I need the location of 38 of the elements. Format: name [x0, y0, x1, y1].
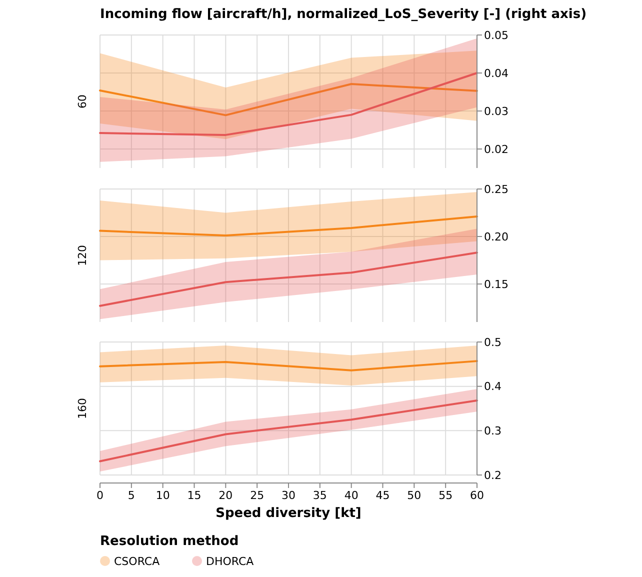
x-tick-label: 25: [250, 489, 264, 502]
x-tick-label: 30: [282, 489, 296, 502]
x-tick-label: 15: [187, 489, 202, 502]
legend-label: CSORCA: [114, 554, 160, 568]
y-tick-label: 0.03: [484, 104, 508, 118]
legend-title: Resolution method: [100, 534, 239, 549]
y-tick-label: 0.3: [484, 424, 502, 438]
y-tick-label: 0.20: [484, 230, 508, 244]
x-tick-label: 45: [376, 489, 390, 502]
line-series: [99, 72, 478, 136]
x-tick-label: 50: [407, 489, 422, 502]
x-tick-label: 5: [128, 489, 135, 502]
y-tick-label: 0.04: [484, 66, 508, 80]
line-series: [99, 83, 478, 116]
line-series: [99, 400, 478, 462]
y-axis-title: 60: [76, 94, 89, 108]
line-series: [99, 360, 478, 372]
x-tick-label: 0: [96, 489, 104, 502]
y-tick-label: 0.2: [484, 468, 502, 482]
y-tick-label: 0.4: [484, 380, 502, 394]
x-axis-title: Speed diversity [kt]: [216, 506, 362, 521]
y-tick-label: 0.05: [484, 28, 508, 42]
line-series: [99, 216, 478, 237]
y-axis-title: 160: [76, 398, 89, 419]
y-tick-label: 0.25: [484, 182, 508, 196]
line-series: [99, 252, 478, 307]
x-tick-label: 40: [344, 489, 358, 502]
x-tick-label: 55: [438, 489, 453, 502]
y-tick-label: 0.15: [484, 278, 508, 291]
y-tick-label: 0.5: [484, 336, 502, 349]
chart-title: Incoming flow [aircraft/h], normalized_LoS_Severity [-] (right axis): [100, 7, 587, 22]
legend-label: DHORCA: [206, 554, 254, 568]
x-tick-label: 35: [312, 489, 327, 502]
x-tick-label: 60: [470, 489, 484, 502]
x-tick-label: 20: [218, 489, 233, 502]
x-tick-label: 10: [156, 489, 170, 502]
y-tick-label: 0.02: [484, 142, 508, 156]
y-axis-title: 120: [76, 245, 89, 266]
